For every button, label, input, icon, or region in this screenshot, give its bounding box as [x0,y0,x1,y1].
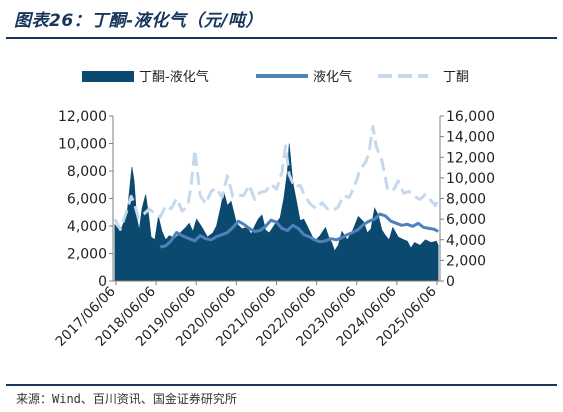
y-right-tick-label: 16,000 [446,109,495,125]
legend: 丁酮-液化气 液化气 丁酮 [82,69,469,85]
y-right-tick-label: 14,000 [446,130,495,146]
y-left-tick-label: 12,000 [58,109,107,125]
y-left-tick-label: 0 [98,274,107,290]
y-left-tick-label: 8,000 [67,164,107,180]
source-note: 来源：Wind、百川资讯、国金证券研究所 [16,392,237,406]
legend-label-mek: 丁酮 [443,70,469,85]
y-right-tick-label: 10,000 [446,171,495,187]
y-right-tick-label: 12,000 [446,150,495,166]
series-lpg-line [159,212,439,249]
chart-title: 图表26：丁酮-液化气（元/吨） [14,11,263,31]
legend-label-lpg: 液化气 [313,69,352,85]
y-left-tick-label: 2,000 [67,247,107,263]
series-spread-area [114,143,439,282]
series-mek-line [113,124,440,231]
source-divider [6,384,557,386]
legend-label-spread: 丁酮-液化气 [139,69,209,85]
chart: 丁酮-液化气 液化气 丁酮 0 2,000 4,000 6,000 8,000 10,00… [52,69,495,350]
y-right-tick-label: 2,000 [446,253,486,269]
y-right-tick-label: 0 [446,274,455,290]
y-right-tick-label: 6,000 [446,212,486,228]
legend-swatch-spread [82,71,134,82]
title-divider [6,37,557,39]
y-left-tick-label: 4,000 [67,219,107,235]
y-left-tick-label: 10,000 [58,137,107,153]
y-right-tick-label: 4,000 [446,233,486,249]
y-left-tick-label: 6,000 [67,192,107,208]
y-right-tick-label: 8,000 [446,192,486,208]
